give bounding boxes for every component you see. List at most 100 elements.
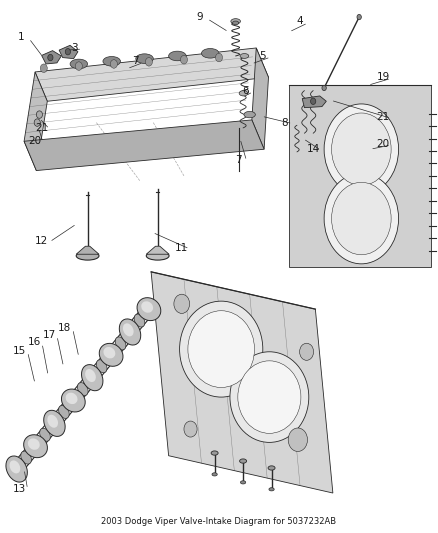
Circle shape bbox=[75, 62, 82, 70]
Ellipse shape bbox=[137, 297, 161, 321]
Circle shape bbox=[332, 113, 391, 185]
Ellipse shape bbox=[146, 252, 169, 260]
Ellipse shape bbox=[201, 49, 219, 58]
Ellipse shape bbox=[238, 361, 301, 433]
Ellipse shape bbox=[21, 451, 32, 464]
Text: 7: 7 bbox=[235, 155, 242, 165]
Ellipse shape bbox=[211, 451, 218, 455]
Circle shape bbox=[288, 428, 307, 451]
Circle shape bbox=[180, 55, 187, 64]
Ellipse shape bbox=[10, 461, 20, 473]
Circle shape bbox=[311, 98, 316, 104]
Circle shape bbox=[145, 58, 152, 66]
Polygon shape bbox=[252, 48, 268, 149]
Polygon shape bbox=[24, 120, 264, 171]
Ellipse shape bbox=[76, 252, 99, 260]
Polygon shape bbox=[42, 51, 61, 64]
Polygon shape bbox=[302, 96, 326, 108]
Text: 15: 15 bbox=[13, 346, 26, 356]
Ellipse shape bbox=[40, 429, 50, 441]
Text: 4: 4 bbox=[297, 17, 304, 26]
Text: 11: 11 bbox=[175, 243, 188, 253]
Text: 7: 7 bbox=[132, 56, 139, 66]
Ellipse shape bbox=[81, 365, 103, 391]
Ellipse shape bbox=[240, 459, 247, 463]
Ellipse shape bbox=[24, 435, 47, 458]
Ellipse shape bbox=[123, 324, 134, 336]
Ellipse shape bbox=[28, 438, 40, 450]
Ellipse shape bbox=[115, 337, 126, 350]
Polygon shape bbox=[59, 45, 78, 59]
Ellipse shape bbox=[233, 21, 239, 25]
Ellipse shape bbox=[269, 488, 274, 491]
Circle shape bbox=[36, 111, 42, 118]
Ellipse shape bbox=[61, 389, 85, 412]
Polygon shape bbox=[35, 48, 268, 101]
Text: 9: 9 bbox=[196, 12, 203, 22]
Text: 2003 Dodge Viper Valve-Intake Diagram for 5037232AB: 2003 Dodge Viper Valve-Intake Diagram fo… bbox=[102, 517, 336, 526]
Circle shape bbox=[215, 53, 223, 62]
Ellipse shape bbox=[136, 54, 153, 63]
Polygon shape bbox=[151, 272, 333, 493]
Circle shape bbox=[40, 64, 47, 72]
Circle shape bbox=[65, 49, 71, 55]
Ellipse shape bbox=[119, 319, 141, 345]
Ellipse shape bbox=[78, 383, 88, 395]
Ellipse shape bbox=[99, 343, 123, 366]
Text: 5: 5 bbox=[259, 51, 266, 61]
Ellipse shape bbox=[188, 311, 254, 387]
Text: 18: 18 bbox=[58, 323, 71, 333]
Text: 19: 19 bbox=[377, 72, 390, 82]
Ellipse shape bbox=[239, 91, 248, 96]
Ellipse shape bbox=[6, 456, 27, 482]
Circle shape bbox=[174, 294, 190, 313]
Ellipse shape bbox=[85, 369, 96, 382]
Ellipse shape bbox=[59, 406, 69, 418]
Circle shape bbox=[34, 119, 40, 126]
Text: 6: 6 bbox=[242, 86, 249, 95]
Ellipse shape bbox=[240, 53, 249, 58]
Polygon shape bbox=[146, 246, 169, 254]
Text: 8: 8 bbox=[281, 118, 288, 127]
Ellipse shape bbox=[66, 393, 78, 404]
Circle shape bbox=[324, 104, 399, 195]
Text: 21: 21 bbox=[377, 112, 390, 122]
Polygon shape bbox=[24, 72, 47, 171]
Ellipse shape bbox=[212, 473, 217, 476]
Text: 1: 1 bbox=[18, 33, 25, 42]
Text: 12: 12 bbox=[35, 236, 48, 246]
Circle shape bbox=[110, 60, 117, 68]
Ellipse shape bbox=[47, 415, 58, 428]
Text: 17: 17 bbox=[42, 330, 56, 340]
Text: 21: 21 bbox=[35, 123, 48, 133]
Circle shape bbox=[332, 182, 391, 255]
Ellipse shape bbox=[103, 56, 120, 66]
Ellipse shape bbox=[244, 111, 255, 118]
Ellipse shape bbox=[14, 459, 19, 479]
Text: 20: 20 bbox=[28, 136, 42, 146]
Text: 16: 16 bbox=[28, 337, 41, 347]
Text: 3: 3 bbox=[71, 43, 78, 53]
Polygon shape bbox=[76, 246, 99, 254]
Text: 20: 20 bbox=[377, 139, 390, 149]
Polygon shape bbox=[289, 85, 431, 266]
Circle shape bbox=[357, 14, 361, 20]
Text: 14: 14 bbox=[307, 144, 320, 154]
Ellipse shape bbox=[169, 51, 186, 61]
Circle shape bbox=[48, 54, 53, 61]
Ellipse shape bbox=[240, 481, 246, 484]
Circle shape bbox=[300, 343, 314, 360]
Ellipse shape bbox=[134, 314, 145, 327]
Ellipse shape bbox=[268, 466, 275, 470]
Text: 13: 13 bbox=[13, 484, 26, 494]
Ellipse shape bbox=[141, 301, 153, 313]
Ellipse shape bbox=[230, 352, 309, 442]
Ellipse shape bbox=[96, 360, 107, 373]
Ellipse shape bbox=[44, 410, 65, 437]
Ellipse shape bbox=[70, 59, 88, 69]
Circle shape bbox=[184, 421, 197, 437]
Ellipse shape bbox=[180, 301, 263, 397]
Ellipse shape bbox=[103, 347, 115, 358]
Circle shape bbox=[324, 173, 399, 264]
Circle shape bbox=[322, 85, 326, 91]
